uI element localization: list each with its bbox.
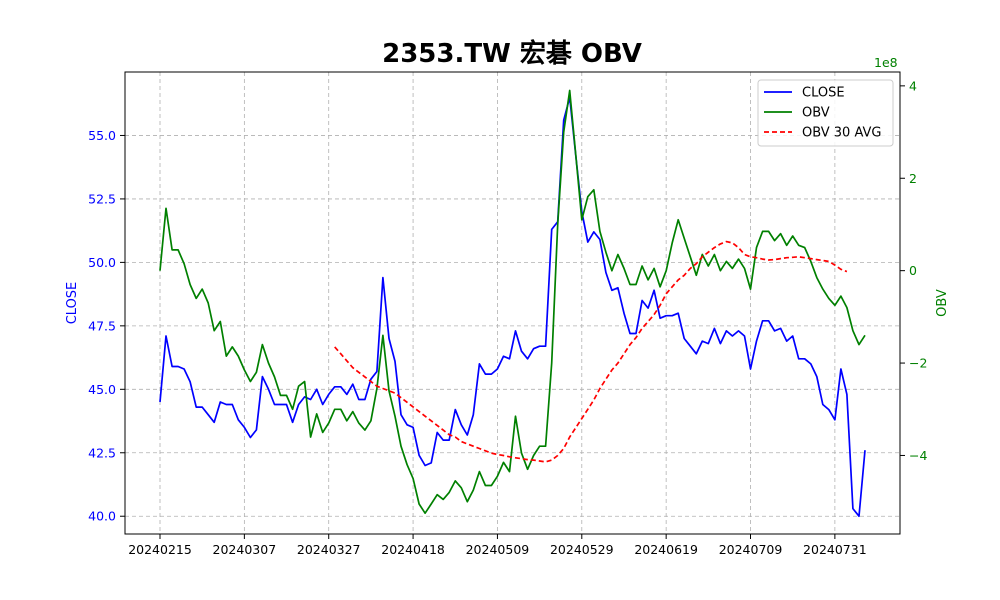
chart-title: 2353.TW 宏碁 OBV: [382, 38, 642, 69]
right-axis-multiplier: 1e8: [874, 55, 898, 70]
y-right-tick-label: 4: [909, 78, 917, 93]
y-axis-right-label: OBV: [935, 289, 950, 317]
y-right-tick-label: 2: [909, 171, 917, 186]
legend-label: OBV 30 AVG: [802, 126, 881, 141]
y-left-tick-label: 55.0: [88, 128, 116, 143]
x-tick-label: 20240529: [550, 542, 614, 557]
y-left-tick-label: 50.0: [88, 255, 116, 270]
x-tick-label: 20240418: [381, 542, 445, 557]
series-line-close: [159, 96, 866, 518]
x-tick-label: 20240509: [466, 542, 530, 557]
series-line-obv-30-avg: [334, 240, 848, 463]
y-left-tick-label: 42.5: [88, 445, 116, 460]
y-axis-right: −4 −2 0 2 4: [900, 78, 927, 463]
legend: CLOSE OBV OBV 30 AVG: [757, 79, 894, 147]
legend-label: OBV: [802, 106, 830, 121]
y-left-tick-label: 52.5: [88, 191, 116, 206]
plot-frame: [124, 71, 901, 535]
y-axis-left-label: CLOSE: [65, 282, 80, 325]
x-axis: 20240215 20240307 20240327 20240418 20240509…: [128, 534, 867, 557]
legend-box: [757, 79, 894, 147]
legend-label: CLOSE: [802, 86, 845, 101]
y-left-tick-label: 40.0: [88, 509, 116, 524]
x-tick-label: 20240307: [213, 542, 277, 557]
grid-lines: [125, 72, 900, 534]
x-tick-label: 20240709: [719, 542, 783, 557]
y-left-tick-label: 47.5: [88, 318, 116, 333]
series-layer: [159, 89, 866, 518]
y-right-tick-label: 0: [909, 263, 917, 278]
series-line-obv: [159, 89, 866, 515]
y-axis-left: 40.0 42.5 45.0 47.5 50.0 52.5 55.0: [88, 128, 125, 524]
x-tick-label: 20240731: [803, 542, 867, 557]
x-tick-label: 20240327: [297, 542, 361, 557]
y-left-tick-label: 45.0: [88, 382, 116, 397]
y-right-tick-label: −4: [909, 448, 927, 463]
x-tick-label: 20240215: [128, 542, 192, 557]
y-right-tick-label: −2: [909, 356, 927, 371]
x-tick-label: 20240619: [634, 542, 698, 557]
